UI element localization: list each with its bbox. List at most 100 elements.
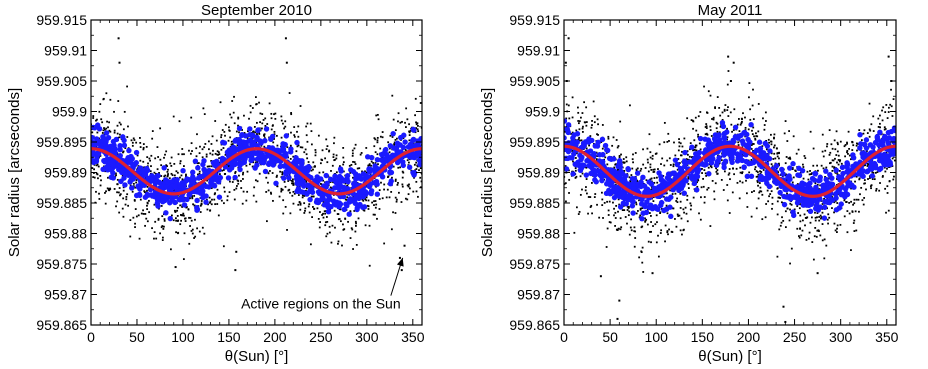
data-point [388, 196, 391, 199]
data-point [873, 178, 876, 181]
data-point [292, 178, 294, 181]
data-point [812, 170, 818, 177]
data-point [274, 112, 277, 115]
data-point [866, 165, 869, 167]
data-point [101, 158, 107, 164]
data-point [848, 147, 850, 150]
data-point [200, 194, 206, 201]
data-point [818, 188, 821, 191]
data-point [210, 160, 213, 162]
data-point [846, 151, 848, 154]
data-point [190, 169, 196, 175]
data-point [206, 165, 209, 168]
data-point [280, 141, 286, 147]
data-point [399, 166, 401, 169]
data-point [109, 98, 112, 101]
data-point [776, 155, 779, 158]
data-point [715, 170, 718, 173]
data-point [241, 202, 244, 205]
data-point [828, 129, 831, 132]
x-tick-label: 0 [87, 329, 95, 345]
data-point [201, 148, 204, 151]
data-point [374, 206, 377, 209]
data-point [106, 120, 108, 123]
data-point [727, 70, 730, 72]
data-point [596, 152, 603, 158]
data-point [870, 187, 872, 190]
data-point [168, 177, 171, 180]
data-point [218, 153, 221, 156]
data-point [342, 223, 344, 226]
data-point [816, 216, 818, 219]
data-point [728, 172, 731, 175]
data-point [408, 134, 411, 136]
data-point [155, 237, 158, 240]
data-point [122, 128, 125, 131]
data-point [345, 198, 348, 201]
data-point [298, 180, 305, 186]
data-point [771, 196, 774, 199]
data-point [92, 176, 95, 178]
data-point [204, 143, 207, 145]
data-point [381, 131, 384, 133]
data-point [185, 175, 187, 178]
data-point [146, 202, 149, 205]
data-point [812, 258, 815, 261]
data-point [273, 138, 275, 140]
data-point [721, 152, 727, 158]
data-point [808, 231, 811, 234]
data-point [723, 108, 726, 111]
data-point [877, 117, 880, 120]
data-point [93, 168, 95, 171]
data-point [303, 195, 306, 197]
data-point [630, 198, 636, 205]
data-point [669, 164, 672, 166]
data-point [159, 199, 166, 205]
data-point [333, 209, 336, 212]
data-point [700, 196, 702, 199]
data-point [891, 157, 894, 160]
data-point [374, 162, 377, 164]
data-point [245, 164, 248, 167]
data-point [686, 153, 689, 156]
data-point [678, 141, 681, 144]
data-point [318, 171, 321, 174]
data-point [373, 204, 375, 206]
data-point [256, 152, 262, 159]
data-point [639, 207, 642, 210]
data-point [698, 142, 701, 145]
data-point [193, 195, 196, 197]
data-point [283, 127, 286, 130]
data-point [805, 239, 808, 241]
data-point [605, 246, 608, 248]
data-point [846, 141, 848, 144]
data-point [136, 154, 139, 157]
data-point [167, 168, 169, 171]
data-point [232, 111, 235, 114]
data-point [267, 189, 270, 192]
data-point [350, 163, 353, 166]
data-point [585, 124, 588, 127]
data-point [254, 96, 257, 98]
data-point [721, 135, 728, 141]
data-point [653, 177, 656, 179]
data-point [225, 163, 228, 166]
data-point [216, 150, 219, 153]
data-point [846, 231, 849, 234]
data-point [660, 163, 662, 165]
data-point [231, 181, 234, 183]
data-point [615, 204, 618, 207]
data-point [720, 159, 723, 162]
data-point [741, 172, 743, 175]
data-point [333, 159, 336, 162]
data-point [848, 154, 851, 157]
data-point [831, 165, 834, 168]
data-point [394, 212, 397, 214]
data-point [688, 155, 691, 158]
data-point [872, 171, 875, 174]
data-point [607, 214, 610, 216]
data-point [275, 176, 278, 178]
data-point [91, 134, 95, 141]
data-point [415, 190, 418, 193]
data-point [148, 199, 150, 202]
